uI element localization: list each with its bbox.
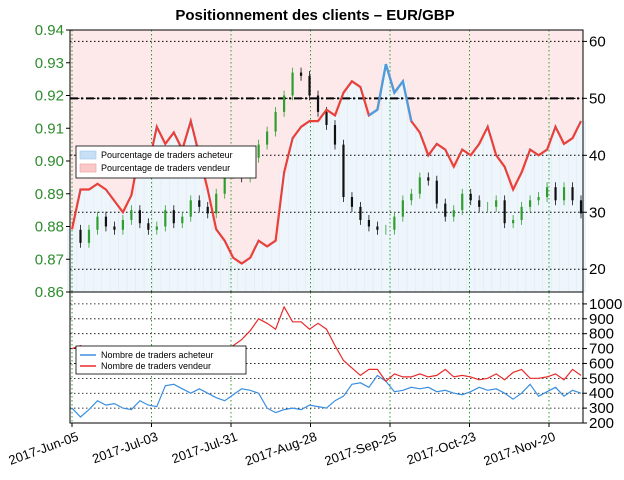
buy-area-stripe — [211, 229, 221, 293]
count-tick-label: 1000 — [589, 296, 622, 313]
buy-area-stripe — [305, 120, 315, 293]
legend-swatch-buy-pct — [79, 150, 97, 160]
count-tick-label: 200 — [589, 415, 614, 432]
price-tick-label: 0.92 — [35, 88, 64, 105]
percent-tick-label: 30 — [589, 204, 606, 221]
x-tick-label: 2017-Jul-31 — [170, 429, 240, 467]
price-tick-label: 0.90 — [35, 153, 64, 170]
buy-area-stripe — [491, 155, 501, 293]
percent-tick-label: 20 — [589, 261, 606, 278]
top-panel: 0.86 0.87 0.88 0.89 0.90 0.91 0.92 0.93 0.94 20 3… — [35, 22, 606, 301]
buy-area-stripe — [347, 81, 357, 293]
x-tick-label: 2017-Aug-28 — [243, 429, 319, 469]
count-tick-label: 700 — [589, 341, 614, 358]
chart-title: Positionnement des clients – EUR/GBP — [175, 7, 454, 24]
buy-area-stripe — [101, 189, 111, 293]
count-tick-label: 600 — [589, 355, 614, 372]
buy-area-stripe — [432, 143, 442, 293]
price-tick-label: 0.94 — [35, 22, 64, 39]
price-tick-label: 0.93 — [35, 55, 64, 72]
price-tick-label: 0.89 — [35, 186, 64, 203]
buy-area-stripe — [406, 120, 416, 293]
buy-area-stripe — [321, 109, 332, 293]
buy-area-stripe — [525, 149, 535, 293]
buy-area-stripe — [109, 200, 119, 293]
buy-area-stripe — [449, 166, 459, 293]
buy-area-stripe — [457, 149, 467, 293]
buy-area-stripe — [542, 149, 552, 293]
sell-percentage-line — [70, 63, 582, 265]
buy-area-stripe — [296, 126, 306, 293]
buy-area-stripe — [508, 189, 518, 293]
percent-tick-label: 40 — [589, 147, 606, 164]
buy-area-stripe — [364, 115, 374, 293]
bottom-legend: Nombre de traders acheteur Nombre de tra… — [75, 345, 247, 375]
top-legend: Pourcentage de traders acheteur Pourcent… — [75, 145, 257, 179]
buy-area-stripe — [389, 92, 399, 293]
count-tick-label: 800 — [589, 326, 614, 343]
buy-percentage-line — [368, 63, 413, 122]
buy-area-stripe — [534, 155, 544, 293]
percent-axis-ticks: 20 30 40 50 60 — [583, 33, 606, 278]
buy-area-stripe — [551, 126, 561, 293]
count-tick-label: 400 — [589, 385, 614, 402]
buy-area-stripe — [355, 86, 366, 293]
price-tick-label: 0.87 — [35, 251, 64, 268]
buy-area-stripe — [92, 183, 103, 293]
top-legend-box — [75, 145, 257, 179]
price-tick-label: 0.91 — [35, 120, 64, 137]
legend-label-buyers: Nombre de traders acheteur — [101, 350, 214, 360]
price-axis-ticks: 0.86 0.87 0.88 0.89 0.90 0.91 0.92 0.93 0.94 — [35, 22, 70, 301]
legend-swatch-sell-pct — [79, 163, 97, 173]
buy-area-stripe — [288, 137, 298, 293]
buy-area-stripe — [466, 155, 476, 293]
count-tick-label: 900 — [589, 311, 614, 328]
bottom-panel-frame — [69, 291, 584, 424]
legend-label-buy-pct: Pourcentage de traders acheteur — [101, 150, 233, 160]
x-tick-label: 2017-Jul-03 — [90, 429, 160, 467]
price-tick-label: 0.88 — [35, 219, 64, 236]
buy-area-stripe — [372, 109, 382, 293]
buy-area-stripe — [398, 81, 408, 293]
buy-area-stripe — [517, 172, 527, 293]
legend-label-sellers: Nombre de traders vendeur — [101, 361, 211, 371]
buy-area-stripe — [228, 257, 238, 293]
buy-area-stripe — [500, 166, 510, 293]
buy-area-stripe — [237, 263, 247, 293]
x-tick-label: 2017-Oct-23 — [405, 429, 478, 468]
x-tick-label: 2017-Nov-20 — [482, 429, 558, 469]
x-tick-label: 2017-Jun-05 — [7, 429, 81, 468]
buy-area-stripe — [474, 143, 484, 293]
buy-area-stripe — [559, 143, 569, 293]
price-tick-label: 0.86 — [35, 284, 64, 301]
count-tick-label: 300 — [589, 400, 614, 417]
buy-area-stripe — [313, 120, 323, 293]
bottom-legend-box — [75, 345, 247, 375]
percent-tick-label: 50 — [589, 90, 606, 107]
buy-area-stripe — [271, 240, 281, 293]
buyers-count-line — [71, 374, 582, 418]
percent-tick-label: 60 — [589, 33, 606, 50]
legend-label-sell-pct: Pourcentage de traders vendeur — [101, 163, 230, 173]
x-tick-label: 2017-Sep-25 — [323, 429, 399, 469]
x-axis-ticks: 2017-Jun-05 2017-Jul-03 2017-Jul-31 2017-Au… — [7, 423, 558, 469]
buy-area-stripe — [567, 137, 578, 293]
count-tick-label: 500 — [589, 370, 614, 387]
buy-area-stripe — [245, 257, 255, 293]
